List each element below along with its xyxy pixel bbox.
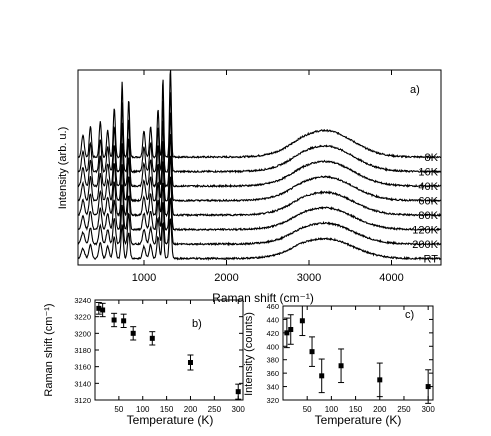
spectrum-line: [77, 218, 442, 261]
panel-a-x-tick-label: 2000: [214, 272, 238, 284]
panel-c-x-tick-label: 300: [421, 405, 435, 414]
series-label: 40K: [418, 181, 438, 193]
panel-c-x-tick-label: 200: [373, 405, 387, 414]
panel-b-data-point: [121, 318, 127, 324]
panel-b-ticks: 50 100 150 200 250 300 3120 3140 3160 3180 3200 322…: [74, 296, 245, 414]
panel-a-x-tick-label: 4000: [379, 272, 403, 284]
panel-b-x-tick-label: 250: [208, 405, 222, 414]
panel-b-x-tick-label: 100: [136, 405, 150, 414]
spectrum-line: [77, 197, 442, 247]
panel-c-y-tick-label: 440: [266, 315, 279, 324]
spectrum-line: [77, 112, 441, 189]
panel-b-data-point: [149, 335, 155, 341]
panel-c-ticks: 50 100 150 200 250 300 320 340 360 380 400 420 440 46…: [266, 302, 435, 414]
panel-a-x-axis-label: Raman shift (cm⁻¹): [212, 291, 314, 305]
series-label: 8K: [425, 152, 439, 164]
panel-b-data-point: [100, 307, 106, 313]
panel-b-data-point: [235, 389, 241, 395]
panel-c-y-tick-label: 420: [266, 329, 279, 338]
spectrum-line: [77, 176, 442, 232]
panel-c-intensity: 50 100 150 200 250 300 320 340 360 380 400 420 440 46…: [243, 302, 435, 427]
panel-b-points: [95, 302, 242, 400]
panel-c-x-tick-label: 250: [397, 405, 411, 414]
panel-c-data-point: [338, 363, 344, 369]
series-label: 16K: [418, 167, 438, 179]
panel-c-points: [283, 305, 432, 404]
panel-b-y-tick-label: 3160: [74, 363, 91, 372]
panel-b-data-point: [187, 360, 193, 365]
panel-a-traces: [77, 69, 442, 261]
panel-b-y-tick-label: 3240: [74, 296, 91, 305]
panel-c-data-point: [377, 377, 383, 383]
panel-c-data-point: [299, 318, 305, 324]
panel-b-x-tick-label: 300: [232, 405, 246, 414]
panel-c-x-tick-label: 50: [303, 405, 312, 414]
panel-b-y-tick-label: 3180: [74, 346, 91, 355]
spectrum-line: [77, 92, 442, 174]
panel-b-x-tick-label: 200: [184, 405, 198, 414]
panel-c-y-tick-label: 360: [266, 369, 279, 378]
series-label: 60K: [418, 196, 438, 208]
series-label: 80K: [418, 210, 438, 222]
panel-b-peak-position: 50 100 150 200 250 300 3120 3140 3160 3180 3200 322…: [43, 296, 245, 427]
panel-b-data-point: [111, 317, 117, 323]
panel-a-x-tick-label: 3000: [297, 272, 321, 284]
panel-b-x-axis-label: Temperature (K): [127, 413, 214, 427]
panel-b-y-tick-label: 3140: [74, 379, 91, 388]
panel-a-x-ticks: 1000 2000 3000 4000: [132, 70, 404, 284]
panel-a-spectra: 1000 2000 3000 4000 a) Intensity (arb. u.) …: [57, 69, 442, 305]
spectrum-line: [77, 134, 442, 203]
panel-c-label: c): [405, 309, 414, 321]
series-label: 120K: [412, 225, 438, 237]
panel-b-data-point: [96, 305, 102, 311]
panel-b-y-tick-label: 3200: [74, 329, 91, 338]
panel-b-y-axis-label: Raman shift (cm⁻¹): [43, 303, 55, 396]
panel-b-frame: [94, 299, 244, 401]
series-label: RT: [424, 254, 439, 266]
panel-a-series-labels: 8K 16K 40K 60K 80K 120K 200K RT: [412, 152, 438, 266]
spectrum-line: [77, 69, 441, 160]
panel-c-x-axis-label: Temperature (K): [315, 413, 402, 427]
panel-a-y-axis-label: Intensity (arb. u.): [57, 127, 69, 210]
panel-a-frame: [77, 69, 442, 266]
panel-c-data-point: [309, 349, 315, 355]
panel-c-y-axis-label: Intensity (counts): [243, 312, 255, 396]
panel-b-y-tick-label: 3120: [74, 396, 91, 405]
panel-c-y-tick-label: 380: [266, 356, 279, 365]
panel-a-label: a): [410, 84, 420, 96]
panel-c-data-point: [425, 384, 431, 390]
panel-b-label: b): [192, 318, 202, 330]
panel-b-x-tick-label: 150: [160, 405, 174, 414]
panel-b-y-tick-label: 3220: [74, 313, 91, 322]
panel-c-x-tick-label: 150: [349, 405, 363, 414]
panel-a-x-tick-label: 1000: [132, 272, 156, 284]
panel-c-frame: [282, 305, 434, 401]
panel-c-y-tick-label: 460: [266, 302, 279, 311]
panel-c-data-point: [288, 327, 294, 332]
panel-c-y-tick-label: 320: [266, 396, 279, 405]
panel-c-x-tick-label: 100: [325, 405, 339, 414]
spectrum-line: [77, 155, 442, 218]
series-label: 200K: [412, 239, 438, 251]
panel-c-y-tick-label: 400: [266, 342, 279, 351]
panel-c-y-tick-label: 340: [266, 383, 279, 392]
panel-b-data-point: [130, 330, 136, 336]
panel-c-data-point: [319, 373, 325, 379]
panel-b-x-tick-label: 50: [114, 405, 123, 414]
